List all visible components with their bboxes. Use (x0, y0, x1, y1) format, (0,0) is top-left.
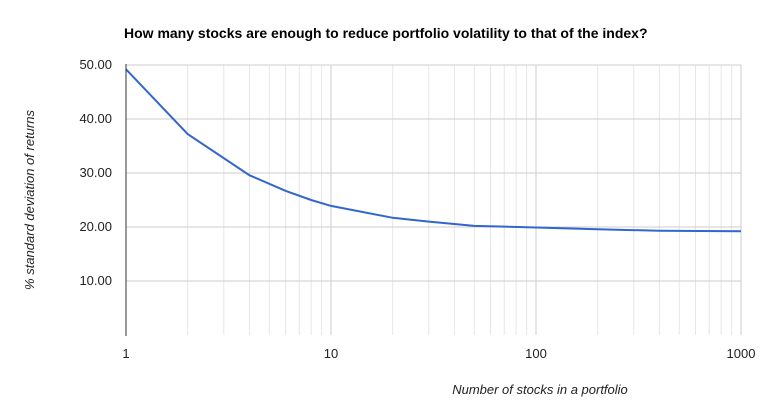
y-tick-label: 20.00 (79, 219, 112, 234)
y-tick-label: 10.00 (79, 273, 112, 288)
y-tick-label: 50.00 (79, 57, 112, 72)
chart-title: How many stocks are enough to reduce por… (124, 25, 648, 41)
x-axis-ticks: 1 10 100 1000 (122, 346, 755, 361)
y-axis-ticks: 10.00 20.00 30.00 40.00 50.00 (79, 57, 112, 288)
series-line (125, 68, 742, 233)
x-tick-label: 100 (525, 346, 547, 361)
y-axis-label: % standard deviation of returns (22, 110, 37, 290)
gridlines (125, 64, 742, 335)
y-tick-label: 30.00 (79, 165, 112, 180)
x-tick-label: 1000 (727, 346, 756, 361)
x-tick-label: 1 (122, 346, 129, 361)
x-axis-label: Number of stocks in a portfolio (452, 382, 628, 397)
x-tick-label: 10 (324, 346, 338, 361)
y-tick-label: 40.00 (79, 111, 112, 126)
